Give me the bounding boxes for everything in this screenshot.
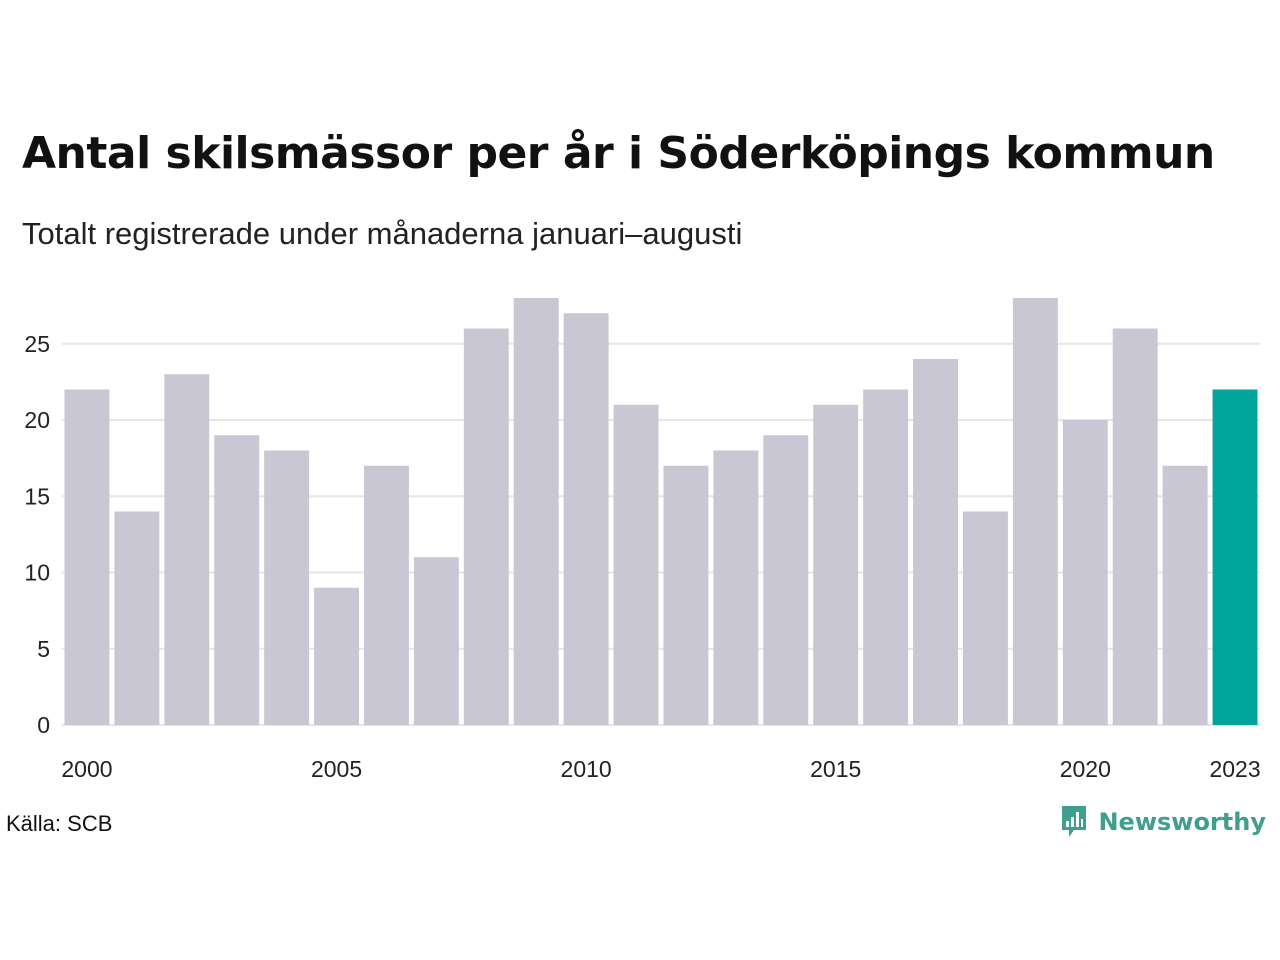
bar-2021 [1112, 328, 1158, 725]
bar-2023 [1212, 389, 1258, 725]
bar-2022 [1162, 465, 1208, 725]
x-tick-label: 2005 [311, 756, 362, 782]
brand-name: Newsworthy [1098, 808, 1266, 836]
bar-2018 [963, 511, 1008, 725]
bar-2017 [913, 359, 958, 725]
chart-title: Antal skilsmässor per år i Söderköpings … [22, 128, 1215, 179]
bar-2010 [563, 313, 609, 725]
y-tick-label: 10 [24, 560, 50, 586]
bar-2019 [1012, 298, 1058, 725]
y-tick-label: 20 [24, 407, 50, 433]
bar-2020 [1062, 420, 1108, 725]
bar-2001 [114, 511, 160, 725]
bar-2008 [463, 328, 509, 725]
chart-subtitle: Totalt registrerade under månaderna janu… [22, 216, 743, 251]
bar-2012 [663, 465, 709, 725]
bar-2004 [264, 450, 310, 725]
newsworthy-brand: Newsworthy [1060, 804, 1266, 840]
y-tick-label: 0 [37, 712, 50, 738]
gridlines [62, 342, 1260, 726]
bar-2009 [513, 298, 559, 725]
x-tick-label: 2010 [561, 756, 612, 782]
bar-2011 [613, 404, 659, 725]
bar-2002 [164, 374, 210, 725]
x-tick-label: 2015 [810, 756, 861, 782]
x-axis-tick-labels: 2000 2005 2010 2015 2020 2023 [61, 756, 1260, 782]
y-tick-label: 15 [24, 483, 50, 509]
x-tick-label: 2000 [61, 756, 112, 782]
y-axis-tick-labels: 0 5 10 15 20 25 [24, 331, 50, 738]
y-tick-label: 5 [37, 636, 50, 662]
newsworthy-chart-bubble-icon [1062, 806, 1087, 837]
bar-2014 [763, 435, 809, 725]
y-tick-label: 25 [24, 331, 50, 357]
bar-chart: 0 5 10 15 20 25 2000 2005 2010 2015 2020 2023 [24, 298, 1261, 782]
bar-2005 [314, 587, 359, 725]
bar-2013 [713, 450, 759, 725]
bars [64, 298, 1258, 725]
source-note: Källa: SCB [6, 811, 113, 836]
bar-2003 [214, 435, 260, 725]
x-tick-label: 2023 [1209, 756, 1260, 782]
bar-2015 [813, 404, 859, 725]
x-tick-label: 2020 [1060, 756, 1111, 782]
bar-2016 [863, 389, 909, 725]
bar-2000 [64, 389, 110, 725]
bar-2007 [413, 557, 459, 725]
bar-2006 [364, 465, 409, 725]
